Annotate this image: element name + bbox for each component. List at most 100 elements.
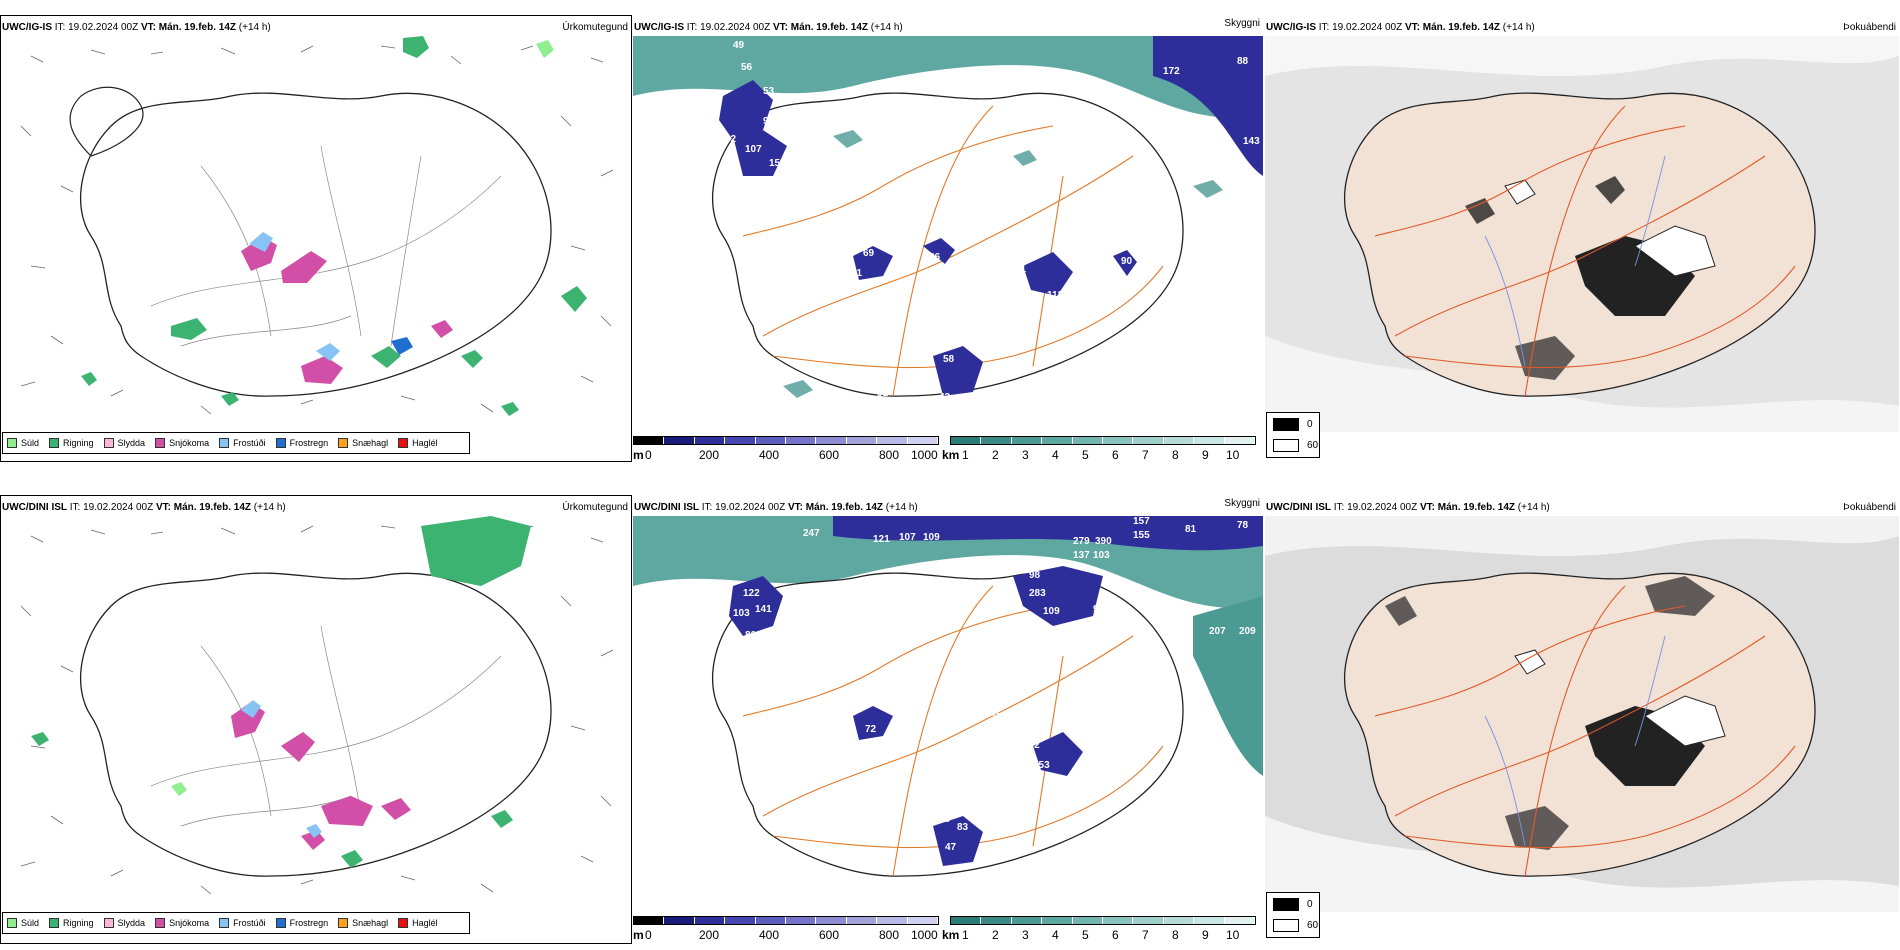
- it-value: 19.02.2024 00Z: [715, 502, 786, 513]
- cloud-legend-item: 0: [1273, 418, 1313, 431]
- legend-item: Snæhagl: [338, 918, 388, 928]
- visibility-panel: UWC/DINI ISL IT: 19.02.2024 00Z VT: Mán.…: [632, 478, 1264, 948]
- legend-swatch: [103, 918, 114, 928]
- model-name: UWC/DINI ISL: [634, 502, 699, 513]
- low-visibility-areas: [719, 80, 1137, 396]
- vis-label: 56: [741, 62, 753, 73]
- glaciers: [1504, 179, 1716, 277]
- legend-label: Snjókoma: [169, 438, 210, 448]
- vis-label: 247: [803, 528, 820, 539]
- legend-item: Frostúði: [219, 438, 266, 448]
- legend-swatch: [49, 438, 60, 448]
- vis-label: 390: [1095, 536, 1112, 547]
- colorbar-unit: km: [942, 448, 960, 462]
- cloud-legend-swatch: [1273, 898, 1299, 911]
- low-vis-sea: [1153, 36, 1263, 176]
- east-fog: [1193, 596, 1263, 776]
- legend-swatch: [275, 438, 286, 448]
- cloud-legend-item: 0: [1273, 898, 1313, 911]
- cloud-road-network: [1374, 105, 1796, 397]
- vis-label: 76: [929, 728, 941, 739]
- colorbar-tick: 5: [1082, 928, 1089, 942]
- panel-header: UWC/DINI ISL IT: 19.02.2024 00Z VT: Mán.…: [634, 502, 918, 513]
- it-label: IT:: [686, 22, 698, 33]
- cloud-indicator-panel: UWC/IG-IS IT: 19.02.2024 00Z VT: Mán. 19…: [1264, 0, 1900, 470]
- vt-value: Mán. 19.feb. 14Z: [1437, 502, 1515, 513]
- legend-label: Súld: [21, 918, 40, 928]
- colorbar-tick: 1000: [911, 928, 938, 942]
- cloud-map: [1265, 516, 1899, 912]
- vis-label: 65: [773, 348, 785, 359]
- model-name: UWC/DINI ISL: [2, 502, 67, 513]
- visibility-values: 247 121 107 109 157 81 78 279 390 137 10…: [733, 516, 1256, 869]
- it-label: IT:: [701, 502, 713, 513]
- vis-label: 98: [1061, 780, 1073, 791]
- vis-label: 70: [793, 344, 805, 355]
- vis-label: 102: [1023, 740, 1040, 751]
- colorbar-tick: 5: [1082, 448, 1089, 462]
- legend-label: Snæhagl: [352, 438, 389, 448]
- vis-label: 22: [813, 778, 825, 789]
- visibility-map: 49 56 53 96 92 107 156 69 81 86 71 90 11…: [633, 36, 1263, 403]
- vt-value: Mán. 19.feb. 14Z: [805, 502, 883, 513]
- colorbar-tick: 800: [879, 448, 900, 462]
- colorbar-tick: 3: [1022, 448, 1029, 462]
- panel-title: Skyggni: [1224, 18, 1260, 29]
- legend-item: Súld: [7, 918, 39, 928]
- legend-swatch: [7, 918, 17, 928]
- colorbar-tick: 8: [1172, 928, 1179, 942]
- colorbar-tick: 3: [1022, 928, 1029, 942]
- it-value: 19.02.2024 00Z: [83, 502, 154, 513]
- cloud-legend-swatch: [1273, 418, 1299, 431]
- legend-swatch: [338, 918, 349, 928]
- legend-swatch: [398, 918, 409, 928]
- panel-header: UWC/DINI ISL IT: 19.02.2024 00Z VT: Mán.…: [1266, 502, 1550, 513]
- visibility-map: 247 121 107 109 157 81 78 279 390 137 10…: [633, 516, 1263, 877]
- legend-item: Rigning: [49, 438, 94, 448]
- colorbar-tick: 1000: [911, 448, 938, 462]
- legend-swatch: [103, 438, 114, 448]
- legend-label: Frostregn: [289, 438, 329, 448]
- panel-header: UWC/IG-IS IT: 19.02.2024 00Z VT: Mán. 19…: [634, 22, 903, 33]
- legend-label: Haglél: [412, 438, 438, 448]
- vis-label: 71: [1015, 264, 1027, 275]
- cloud-map: [1265, 36, 1899, 432]
- colorbar-tick: 7: [1142, 448, 1149, 462]
- legend-item: Haglél: [398, 438, 438, 448]
- panel-header: UWC/IG-IS IT: 19.02.2024 00Z VT: Mán. 19…: [2, 22, 271, 33]
- vis-label: 47: [945, 842, 957, 853]
- colorbar-tick: 10: [1226, 928, 1240, 942]
- panel-header: UWC/IG-IS IT: 19.02.2024 00Z VT: Mán. 19…: [1266, 22, 1535, 33]
- colorbar-tick: 200: [699, 928, 720, 942]
- lead-time: (+14 h): [1517, 502, 1550, 513]
- cloud-legend-label: 60: [1307, 440, 1319, 451]
- it-value: 19.02.2024 00Z: [68, 22, 139, 33]
- colorbar-tick: 10: [1226, 448, 1240, 462]
- legend-swatch: [7, 438, 17, 448]
- vis-label: 137: [1073, 550, 1090, 561]
- vis-label: 143: [1243, 136, 1260, 147]
- vis-label: 86: [929, 252, 941, 263]
- forecast-row-2: UWC/DINI ISL IT: 19.02.2024 00Z VT: Mán.…: [0, 478, 1900, 948]
- colorbar-tick: 800: [879, 928, 900, 942]
- wind-barbs: [20, 45, 614, 415]
- colorbar-tick: 400: [759, 448, 780, 462]
- colorbar-unit: m: [633, 928, 644, 942]
- legend-label: Slydda: [117, 438, 146, 448]
- vis-label: 72: [865, 724, 877, 735]
- forecast-row-1: UWC/IG-IS IT: 19.02.2024 00Z VT: Mán. 19…: [0, 0, 1900, 470]
- vis-label: 283: [1029, 588, 1046, 599]
- vis-label: 170: [991, 712, 1008, 723]
- vis-label: 58: [943, 354, 955, 365]
- legend-swatch: [398, 438, 409, 448]
- legend-swatch: [275, 918, 286, 928]
- legend-label: Súld: [21, 438, 40, 448]
- panel-title: Þokuábendi: [1843, 502, 1896, 513]
- vis-label: 69: [863, 248, 875, 259]
- lead-time: (+14 h): [885, 502, 918, 513]
- precip-map: [20, 36, 614, 416]
- vis-label: 92: [725, 134, 737, 145]
- iceland-land: [1343, 572, 1816, 877]
- it-value: 19.02.2024 00Z: [1347, 502, 1418, 513]
- vis-label: 141: [755, 604, 772, 615]
